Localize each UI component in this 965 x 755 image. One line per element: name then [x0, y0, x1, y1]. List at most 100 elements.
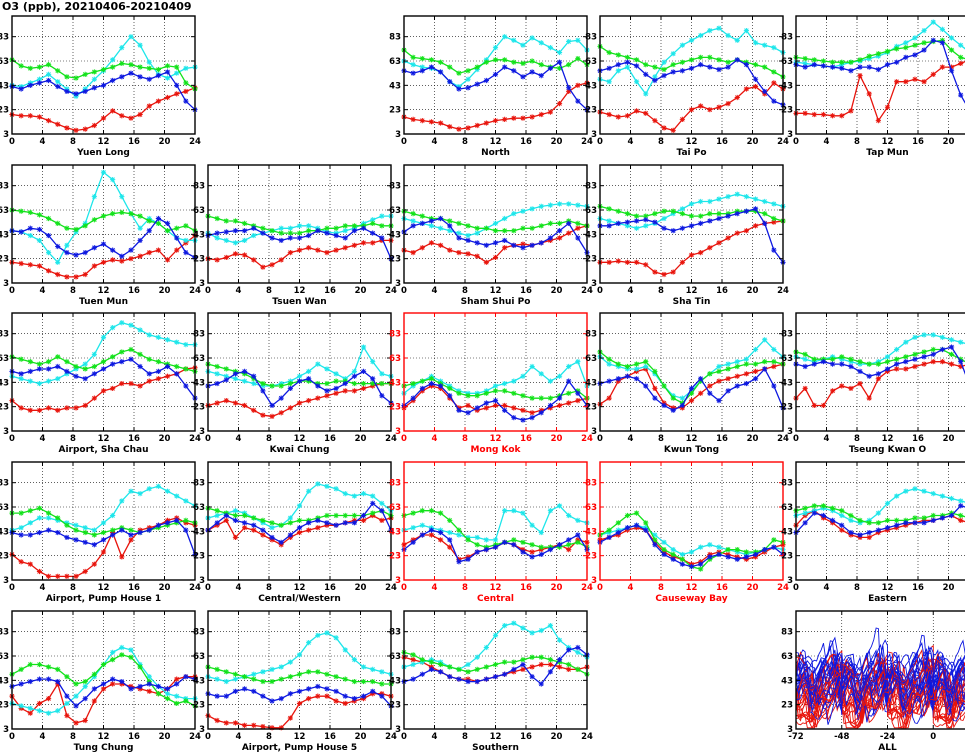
- data-point-marker: [287, 235, 293, 241]
- data-point-marker: [251, 515, 257, 521]
- data-point-marker: [18, 703, 24, 709]
- data-point-marker: [36, 237, 43, 244]
- data-point-marker: [73, 127, 79, 133]
- data-point-marker: [643, 62, 649, 68]
- data-point-marker: [82, 361, 88, 367]
- data-point-marker: [324, 393, 330, 399]
- x-tick-label: 4: [40, 732, 46, 742]
- data-point-marker: [137, 683, 143, 690]
- data-point-marker: [287, 674, 293, 680]
- y-tick-label: 23: [389, 552, 401, 562]
- data-point-marker: [91, 76, 97, 82]
- data-point-marker: [260, 723, 266, 730]
- data-point-marker: [91, 122, 97, 129]
- series-line-red: [796, 683, 965, 729]
- data-point-marker: [939, 359, 945, 365]
- data-point-marker: [18, 371, 24, 377]
- data-point-marker: [456, 230, 462, 236]
- data-point-marker: [73, 274, 79, 280]
- y-tick-label: 83: [389, 479, 401, 489]
- x-tick-label: 0: [9, 434, 15, 444]
- data-point-marker: [342, 512, 348, 519]
- x-tick-label: 20: [943, 583, 955, 593]
- data-point-marker: [36, 76, 43, 82]
- y-tick-label: 63: [389, 652, 401, 662]
- data-point-marker: [91, 85, 97, 91]
- data-point-marker: [465, 661, 471, 668]
- data-point-marker: [670, 62, 676, 68]
- data-point-marker: [752, 206, 759, 212]
- x-tick-label: 16: [912, 137, 924, 147]
- data-point-marker: [27, 561, 33, 567]
- data-point-marker: [183, 223, 189, 229]
- data-point-marker: [474, 64, 480, 70]
- data-point-marker: [688, 107, 695, 113]
- data-point-marker: [615, 520, 621, 526]
- data-point-marker: [370, 217, 376, 223]
- data-point-marker: [643, 223, 649, 229]
- data-point-marker: [520, 657, 526, 663]
- data-point-marker: [875, 118, 881, 124]
- data-point-marker: [64, 522, 70, 528]
- data-point-marker: [223, 254, 229, 261]
- data-point-marker: [155, 220, 161, 226]
- data-point-marker: [492, 240, 499, 246]
- data-point-marker: [679, 116, 685, 123]
- data-point-marker: [183, 383, 189, 389]
- data-point-marker: [46, 664, 52, 670]
- data-point-marker: [214, 215, 220, 222]
- data-point-marker: [110, 527, 116, 533]
- data-point-marker: [752, 76, 759, 82]
- data-point-marker: [894, 517, 900, 523]
- data-point-marker: [698, 32, 704, 39]
- y-tick-label: 3: [199, 427, 205, 437]
- data-point-marker: [566, 542, 572, 548]
- data-point-marker: [27, 378, 33, 384]
- data-point-marker: [223, 720, 229, 726]
- data-point-marker: [232, 376, 239, 382]
- data-point-marker: [110, 657, 116, 663]
- data-point-marker: [18, 113, 24, 119]
- data-point-marker: [146, 378, 152, 384]
- x-tick-label: 24: [189, 137, 201, 147]
- data-point-marker: [242, 674, 248, 680]
- data-point-marker: [752, 196, 759, 202]
- data-point-marker: [716, 363, 722, 370]
- data-point-marker: [306, 669, 312, 675]
- data-point-marker: [474, 240, 480, 246]
- x-tick-label: 4: [432, 732, 438, 742]
- data-point-marker: [492, 254, 499, 261]
- data-point-marker: [251, 522, 257, 528]
- data-point-marker: [223, 669, 229, 675]
- data-point-marker: [27, 678, 33, 685]
- data-point-marker: [324, 693, 330, 699]
- x-tick-label: 8: [462, 137, 468, 147]
- data-point-marker: [164, 363, 171, 370]
- data-point-marker: [921, 515, 927, 521]
- data-point-marker: [679, 561, 685, 567]
- data-point-marker: [492, 537, 499, 543]
- data-point-marker: [743, 208, 749, 214]
- x-tick-label: 8: [854, 434, 860, 444]
- y-tick-label: 23: [389, 403, 401, 413]
- data-point-marker: [875, 361, 881, 367]
- data-point-marker: [511, 211, 517, 217]
- data-point-marker: [538, 661, 544, 668]
- data-point-marker: [379, 393, 385, 399]
- data-point-marker: [670, 228, 676, 234]
- data-point-marker: [232, 228, 239, 234]
- data-point-marker: [707, 198, 713, 205]
- data-point-marker: [242, 520, 248, 526]
- data-point-marker: [529, 242, 535, 248]
- data-point-marker: [538, 240, 544, 246]
- data-point-marker: [958, 363, 964, 370]
- panel-title: Airport, Sha Chau: [59, 445, 149, 455]
- data-point-marker: [164, 695, 171, 702]
- data-point-marker: [174, 91, 180, 97]
- y-tick-label: 83: [389, 628, 401, 638]
- data-point-marker: [575, 517, 581, 523]
- data-point-marker: [278, 230, 284, 236]
- data-point-marker: [100, 213, 107, 219]
- panel-title: Yuen Long: [76, 148, 130, 158]
